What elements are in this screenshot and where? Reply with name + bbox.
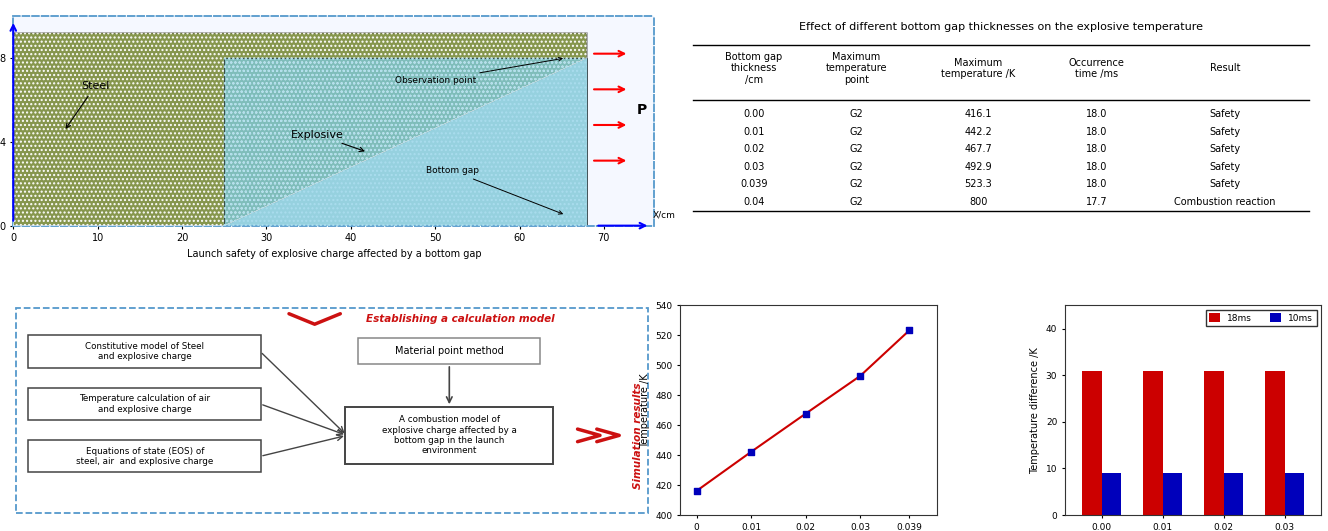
Text: G2: G2 <box>850 109 863 119</box>
Text: 800: 800 <box>969 196 988 207</box>
Text: Material point method: Material point method <box>394 347 503 356</box>
Text: G2: G2 <box>850 179 863 189</box>
Polygon shape <box>13 33 587 226</box>
Text: Safety: Safety <box>1210 179 1240 189</box>
Bar <box>1284 473 1304 515</box>
Polygon shape <box>224 58 587 226</box>
Text: X/cm: X/cm <box>653 210 676 219</box>
Point <box>741 448 762 456</box>
Text: 0.03: 0.03 <box>744 162 765 172</box>
Text: Maximum
temperature /K: Maximum temperature /K <box>942 57 1016 79</box>
Text: G2: G2 <box>850 196 863 207</box>
Text: 467.7: 467.7 <box>964 144 992 155</box>
Bar <box>1082 371 1101 515</box>
FancyBboxPatch shape <box>345 407 554 464</box>
Text: Constitutive model of Steel
and explosive charge: Constitutive model of Steel and explosiv… <box>85 342 205 361</box>
Bar <box>1162 473 1182 515</box>
Point <box>685 487 706 495</box>
Text: Safety: Safety <box>1210 127 1240 137</box>
Text: Safety: Safety <box>1210 144 1240 155</box>
Y-axis label: Temperature /K: Temperature /K <box>640 373 649 448</box>
Text: 0.01: 0.01 <box>744 127 765 137</box>
Text: 492.9: 492.9 <box>964 162 992 172</box>
Y-axis label: Temperature difference /K: Temperature difference /K <box>1031 347 1040 474</box>
Text: 523.3: 523.3 <box>964 179 992 189</box>
Legend: 18ms, 10ms: 18ms, 10ms <box>1206 310 1317 326</box>
Text: Bottom gap
thickness
/cm: Bottom gap thickness /cm <box>725 52 782 85</box>
Text: 18.0: 18.0 <box>1086 127 1108 137</box>
FancyBboxPatch shape <box>28 388 262 420</box>
Point <box>795 409 817 418</box>
Bar <box>1223 473 1243 515</box>
FancyBboxPatch shape <box>359 338 540 364</box>
Text: Safety: Safety <box>1210 162 1240 172</box>
Bar <box>1101 473 1121 515</box>
Text: Effect of different bottom gap thicknesses on the explosive temperature: Effect of different bottom gap thickness… <box>798 22 1203 32</box>
Point <box>899 326 920 335</box>
Text: Occurrence
time /ms: Occurrence time /ms <box>1069 57 1125 79</box>
Text: P: P <box>636 104 647 117</box>
Text: Safety: Safety <box>1210 109 1240 119</box>
Point <box>850 372 871 380</box>
Text: Explosive: Explosive <box>291 130 364 151</box>
Bar <box>1143 371 1162 515</box>
Text: 18.0: 18.0 <box>1086 144 1108 155</box>
Text: 17.7: 17.7 <box>1086 196 1108 207</box>
Text: 442.2: 442.2 <box>964 127 992 137</box>
Bar <box>1266 371 1284 515</box>
Text: Simulation results: Simulation results <box>633 382 644 489</box>
Text: A combustion model of
explosive charge affected by a
bottom gap in the launch
en: A combustion model of explosive charge a… <box>382 415 517 456</box>
FancyBboxPatch shape <box>28 440 262 473</box>
Text: G2: G2 <box>850 144 863 155</box>
Text: 18.0: 18.0 <box>1086 162 1108 172</box>
Text: 0.04: 0.04 <box>744 196 765 207</box>
Text: 18.0: 18.0 <box>1086 109 1108 119</box>
Text: Maximum
temperature
point: Maximum temperature point <box>826 52 887 85</box>
Text: Bottom gap: Bottom gap <box>425 166 562 214</box>
Text: 416.1: 416.1 <box>964 109 992 119</box>
Text: G2: G2 <box>850 162 863 172</box>
Text: 18.0: 18.0 <box>1086 179 1108 189</box>
Text: Establishing a calculation model: Establishing a calculation model <box>367 314 555 324</box>
FancyBboxPatch shape <box>28 336 262 367</box>
Text: 0.02: 0.02 <box>744 144 765 155</box>
Text: G2: G2 <box>850 127 863 137</box>
Text: Temperature calculation of air
and explosive charge: Temperature calculation of air and explo… <box>80 394 210 414</box>
Text: Result: Result <box>1210 63 1240 73</box>
Text: 0.039: 0.039 <box>740 179 768 189</box>
Text: Observation point: Observation point <box>394 57 562 85</box>
Bar <box>1204 371 1223 515</box>
Text: Combustion reaction: Combustion reaction <box>1174 196 1276 207</box>
X-axis label: Launch safety of explosive charge affected by a bottom gap: Launch safety of explosive charge affect… <box>186 249 481 259</box>
Text: Steel: Steel <box>66 81 109 128</box>
Text: Equations of state (EOS) of
steel, air  and explosive charge: Equations of state (EOS) of steel, air a… <box>76 447 214 466</box>
Text: 0.00: 0.00 <box>744 109 765 119</box>
